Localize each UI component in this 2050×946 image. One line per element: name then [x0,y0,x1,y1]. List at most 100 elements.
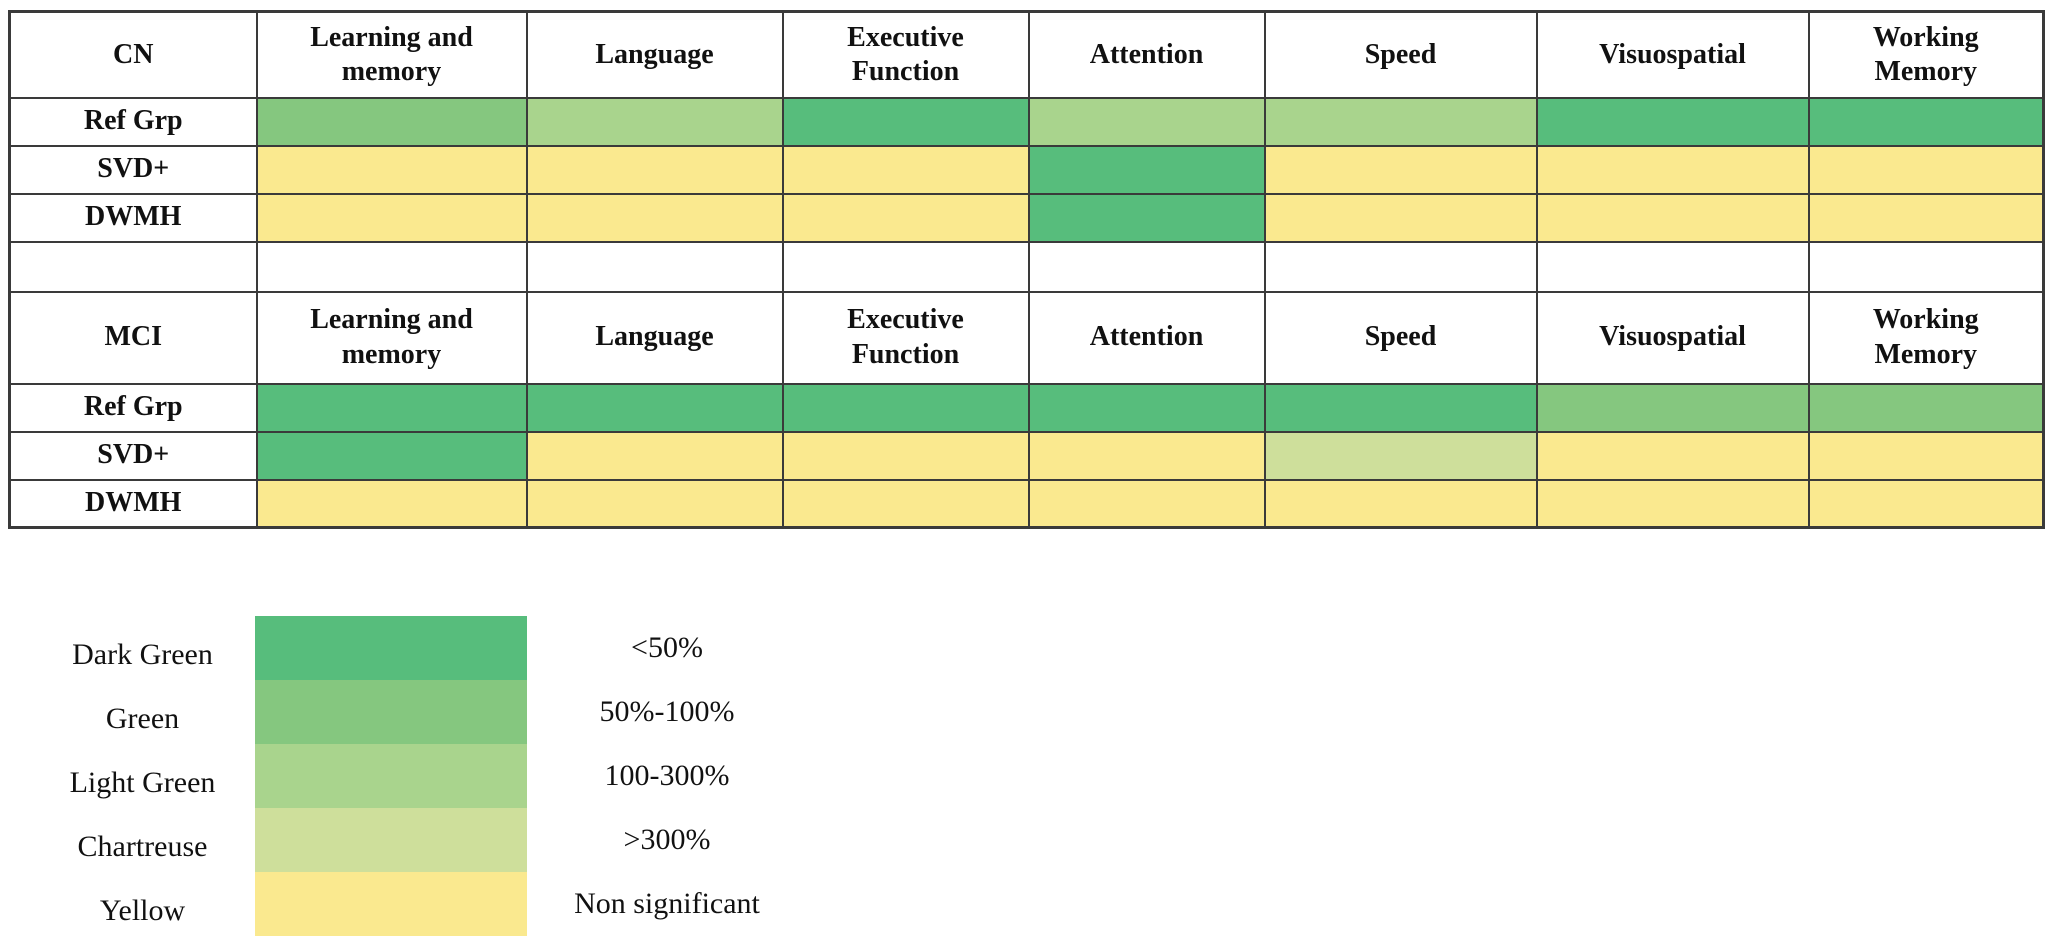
heatmap-cell [525,192,784,243]
mci-refgrp-row: Ref Grp [8,382,2045,433]
heatmap-cell [1027,430,1266,481]
heatmap-cell [1263,96,1538,147]
heatmap-cell [255,144,528,195]
color-legend: Dark Green <50% Green 50%-100% Light Gre… [30,616,807,936]
column-header: Learning and memory [255,290,528,385]
row-label: DWMH [8,478,258,529]
legend-range-label: Non significant [574,887,760,920]
heatmap-cell [781,192,1030,243]
heatmap-cell [1027,96,1266,147]
heatmap-cell [1027,192,1266,243]
row-label: SVD+ [8,144,258,195]
spacer-cell [1027,240,1266,293]
legend-row: Dark Green <50% [30,616,807,680]
heatmap-cell [525,382,784,433]
column-header: Language [525,290,784,385]
heatmap-cell [1535,430,1810,481]
legend-row: Yellow Non significant [30,872,807,936]
heatmap-cell [781,430,1030,481]
heatmap-cell [1263,382,1538,433]
row-label: DWMH [8,192,258,243]
column-header: Executive Function [781,290,1030,385]
spacer-row [8,240,2045,293]
heatmap-cell [1027,382,1266,433]
heatmap-cell [255,96,528,147]
legend-swatch-chartreuse [255,808,527,872]
cn-svd-row: SVD+ [8,144,2045,195]
heatmap-cell [1807,192,2045,243]
column-header: Attention [1027,10,1266,99]
heatmap-cell [1807,382,2045,433]
legend-range-label: 50%-100% [599,695,735,728]
mci-header-row: MCI Learning and memory Language Executi… [8,290,2045,385]
spacer-cell [255,240,528,293]
spacer-cell [1263,240,1538,293]
legend-range-label: 100-300% [604,759,730,792]
legend-range-label: >300% [623,823,711,856]
legend-row: Light Green 100-300% [30,744,807,808]
column-header: Speed [1263,10,1538,99]
row-label: Ref Grp [8,382,258,433]
row-label: SVD+ [8,430,258,481]
heatmap-cell [525,478,784,529]
column-header: Working Memory [1807,290,2045,385]
spacer-cell [8,240,258,293]
heatmap-cell [1263,192,1538,243]
heatmap-cell [1807,96,2045,147]
column-header: Executive Function [781,10,1030,99]
heatmap-cell [1535,478,1810,529]
row-label: Ref Grp [8,96,258,147]
heatmap-cell [525,430,784,481]
group-label: CN [8,10,258,99]
spacer-cell [781,240,1030,293]
column-header: Language [525,10,784,99]
spacer-cell [1807,240,2045,293]
heatmap-cell [781,96,1030,147]
legend-swatch-yellow [255,872,527,936]
column-header: Learning and memory [255,10,528,99]
legend-color-name: Light Green [69,766,216,799]
heatmap-cell [1027,144,1266,195]
column-header: Speed [1263,290,1538,385]
heatmap-cell [1535,192,1810,243]
cn-refgrp-row: Ref Grp [8,96,2045,147]
heatmap-cell [255,430,528,481]
spacer-cell [1535,240,1810,293]
mci-svd-row: SVD+ [8,430,2045,481]
legend-color-name: Yellow [99,894,186,927]
heatmap-cell [1263,430,1538,481]
heatmap-cell [1535,96,1810,147]
mci-dwmh-row: DWMH [8,478,2045,529]
heatmap-cell [1807,430,2045,481]
cognitive-domain-heatmap-table: CN Learning and memory Language Executiv… [8,10,2045,529]
heatmap-cell [1027,478,1266,529]
heatmap-cell [781,144,1030,195]
heatmap-cell [1807,478,2045,529]
spacer-cell [525,240,784,293]
legend-swatch-dark-green [255,616,527,680]
heatmap-cell [1263,478,1538,529]
legend-row: Chartreuse >300% [30,808,807,872]
heatmap-cell [255,478,528,529]
column-header: Working Memory [1807,10,2045,99]
group-label: MCI [8,290,258,385]
legend-range-label: <50% [631,631,703,664]
cn-header-row: CN Learning and memory Language Executiv… [8,10,2045,99]
legend-row: Green 50%-100% [30,680,807,744]
heatmap-cell [525,144,784,195]
heatmap-cell [1535,144,1810,195]
heatmap-cell [255,382,528,433]
heatmap-cell [781,478,1030,529]
heatmap-cell [525,96,784,147]
legend-color-name: Chartreuse [77,830,208,863]
heatmap-cell [781,382,1030,433]
legend-color-name: Dark Green [72,638,213,671]
heatmap-cell [255,192,528,243]
heatmap-cell [1263,144,1538,195]
column-header: Visuospatial [1535,10,1810,99]
legend-swatch-green [255,680,527,744]
heatmap-cell [1535,382,1810,433]
cn-dwmh-row: DWMH [8,192,2045,243]
column-header: Attention [1027,290,1266,385]
